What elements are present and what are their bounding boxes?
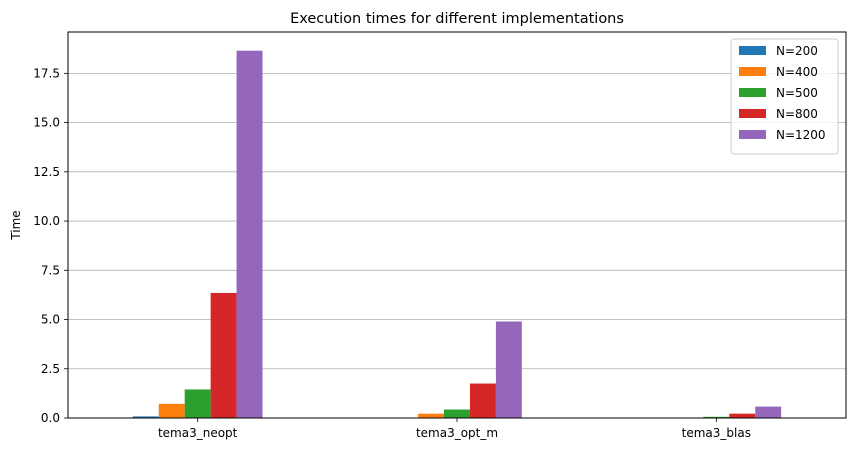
bar bbox=[236, 50, 263, 419]
legend-swatch bbox=[739, 88, 766, 97]
bar bbox=[469, 383, 496, 418]
y-tick-label: 7.5 bbox=[41, 263, 60, 277]
legend-label: N=800 bbox=[776, 107, 818, 121]
x-tick-label: tema3_neopt bbox=[158, 426, 238, 440]
y-tick-label: 0.0 bbox=[41, 411, 60, 425]
x-tick-label: tema3_blas bbox=[682, 426, 751, 440]
bar bbox=[418, 413, 445, 418]
y-tick-label: 15.0 bbox=[33, 116, 60, 130]
y-tick-label: 10.0 bbox=[33, 214, 60, 228]
legend: N=200 N=400 N=500 N=800 N=1200 bbox=[730, 38, 839, 155]
bar bbox=[729, 413, 756, 418]
y-tick-label: 17.5 bbox=[33, 66, 60, 80]
x-tick-label: tema3_opt_m bbox=[416, 426, 498, 440]
bar bbox=[703, 416, 730, 418]
y-axis-label: Time bbox=[9, 210, 23, 240]
bar bbox=[184, 389, 211, 418]
legend-swatch bbox=[739, 130, 766, 139]
bar bbox=[158, 403, 185, 418]
legend-label: N=200 bbox=[776, 44, 818, 58]
y-tick-label: 2.5 bbox=[41, 362, 60, 376]
bar bbox=[444, 409, 470, 418]
bar bbox=[210, 292, 237, 418]
y-tick-label: 5.0 bbox=[41, 313, 60, 327]
legend-label: N=1200 bbox=[776, 128, 826, 142]
x-axis: tema3_neopt tema3_opt_m tema3_blas bbox=[158, 418, 751, 440]
y-tick-label: 12.5 bbox=[33, 165, 60, 179]
bar bbox=[495, 321, 522, 418]
y-axis: 0.0 2.5 5.0 7.5 10.0 12.5 15.0 17.5 bbox=[33, 66, 68, 425]
bar bbox=[755, 406, 782, 418]
legend-label: N=500 bbox=[776, 86, 818, 100]
chart-title: Execution times for different implementa… bbox=[290, 11, 624, 27]
grid bbox=[68, 72, 846, 419]
legend-label: N=400 bbox=[776, 65, 818, 79]
legend-swatch bbox=[739, 109, 766, 118]
legend-swatch bbox=[739, 46, 766, 55]
bar bbox=[132, 416, 159, 418]
legend-swatch bbox=[739, 67, 766, 76]
bars bbox=[132, 50, 782, 419]
